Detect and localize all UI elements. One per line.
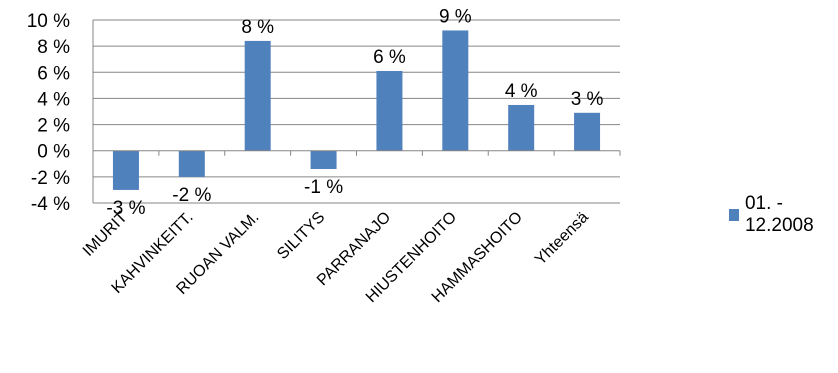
y-tick-label: 0 % [37, 142, 70, 163]
legend: 01. - 12.2008 [729, 193, 838, 237]
bars [112, 30, 601, 190]
data-label: -3 % [106, 198, 145, 219]
y-tick-label: 2 % [37, 116, 70, 137]
bar [244, 40, 271, 151]
bar [310, 150, 337, 170]
y-tick-label: -4 % [31, 194, 70, 215]
legend-swatch [729, 209, 739, 221]
data-label: 3 % [571, 89, 604, 110]
x-axis [92, 150, 621, 156]
y-tick-label: 4 % [37, 89, 70, 110]
bar [178, 150, 205, 177]
data-label: 6 % [373, 47, 406, 68]
data-label: -2 % [172, 185, 211, 206]
y-tick-label: 10 % [27, 11, 70, 32]
data-label: -1 % [304, 177, 343, 198]
x-tick-label: SILITYS [274, 209, 328, 263]
x-tick-label: Yhteensä [532, 209, 592, 269]
gridlines [92, 19, 620, 204]
y-tick-label: -2 % [31, 168, 70, 189]
x-tick-label: IMURIT [80, 209, 131, 260]
data-label: 4 % [505, 81, 538, 102]
y-tick-label: 8 % [37, 37, 70, 58]
y-tick-label: 6 % [37, 63, 70, 84]
legend-label: 01. - 12.2008 [744, 193, 814, 236]
data-label: 8 % [241, 17, 274, 38]
bar [508, 104, 535, 151]
bar [376, 70, 403, 151]
y-axis-tick-labels: 10 % 8 % 6 % 4 % 2 % 0 % -2 % -4 % [27, 11, 70, 215]
bar [112, 150, 139, 190]
data-label: 9 % [439, 6, 472, 27]
bar [442, 30, 469, 151]
bar [574, 112, 601, 151]
data-labels: -3 % -2 % 8 % -1 % 6 % 9 % 4 % 3 % [106, 6, 603, 218]
